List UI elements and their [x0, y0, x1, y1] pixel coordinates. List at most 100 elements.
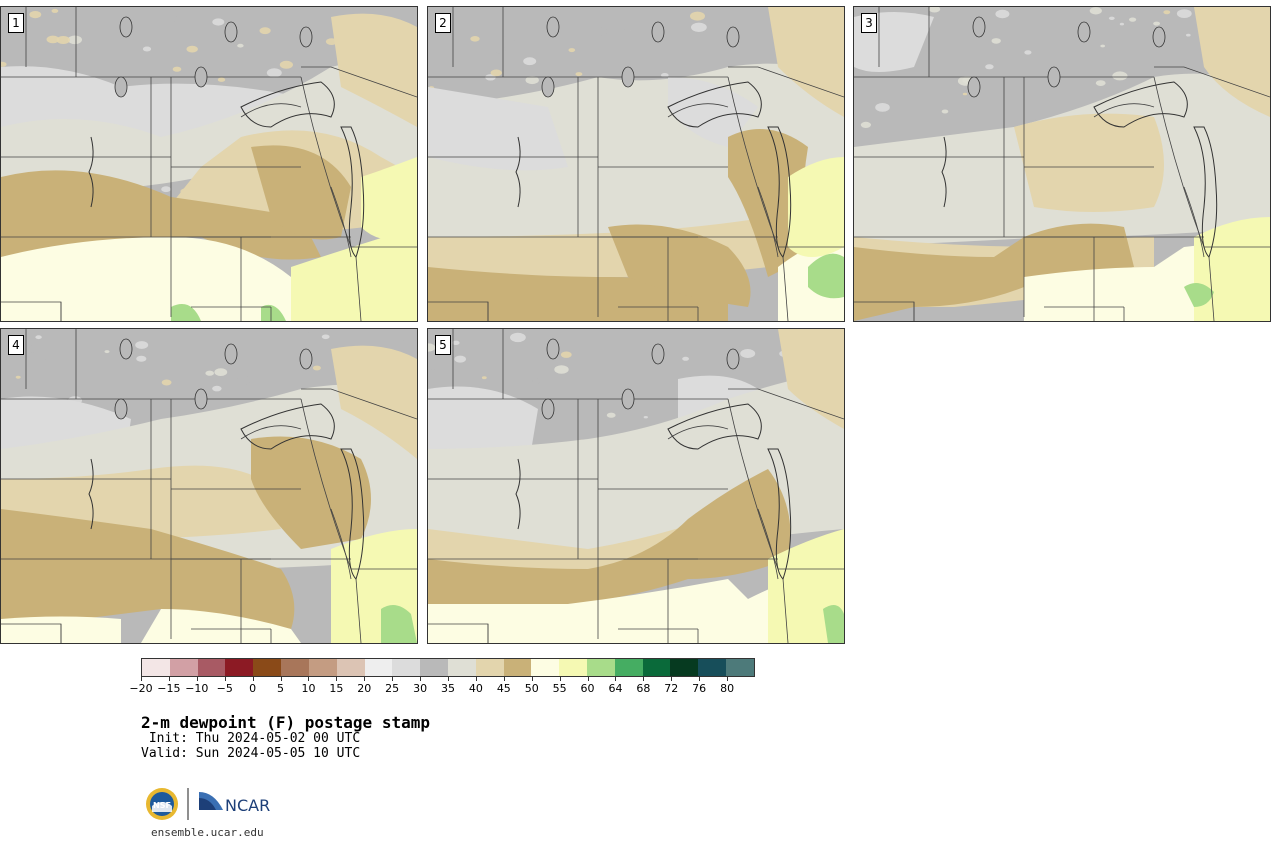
texture-blob	[740, 349, 756, 358]
dewpoint-map-4	[1, 329, 417, 643]
dewpoint-region-cream	[1, 237, 291, 321]
dewpoint-region-tan	[331, 345, 417, 459]
texture-blob	[1153, 21, 1160, 26]
lake	[194, 388, 208, 410]
state-boundary	[728, 66, 844, 98]
texture-blob	[205, 370, 214, 376]
figure-title: 2-m dewpoint (F) postage stamp	[141, 713, 430, 732]
dewpoint-region-tan	[331, 13, 417, 128]
colorbar-tick	[141, 677, 142, 681]
colorbar-tick-label: 20	[357, 682, 372, 695]
colorbar-swatch	[475, 659, 504, 676]
lake	[114, 76, 128, 98]
texture-blob	[661, 7, 677, 12]
panel-label: 5	[435, 335, 451, 355]
colorbar-swatch	[364, 659, 393, 676]
lake	[224, 343, 238, 365]
lake	[726, 348, 740, 370]
lake	[621, 388, 635, 410]
state-boundary	[301, 388, 417, 420]
panel-label: 3	[861, 13, 877, 33]
lake	[119, 338, 133, 360]
colorbar-tick-label: 80	[720, 682, 735, 695]
texture-blob	[171, 16, 182, 22]
dewpoint-region-green	[823, 605, 844, 643]
colorbar-tick	[531, 677, 533, 681]
colorbar-tick	[364, 677, 366, 681]
texture-blob	[104, 350, 110, 354]
texture-blob	[503, 34, 516, 42]
texture-blob	[641, 41, 649, 46]
dewpoint-region-lgray	[428, 87, 568, 171]
colorbar-swatch	[336, 659, 365, 676]
texture-blob	[1186, 33, 1191, 37]
texture-blob	[941, 109, 949, 114]
lake	[651, 343, 665, 365]
state-boundary	[1153, 76, 1205, 248]
colorbar-tick	[587, 677, 589, 681]
dewpoint-region-brown	[251, 436, 371, 549]
dewpoint-region-brown	[428, 469, 791, 609]
state-boundary	[1183, 186, 1205, 258]
state-boundary	[728, 388, 844, 420]
texture-blob	[454, 355, 466, 363]
texture-blob	[321, 334, 330, 340]
colorbar-tick	[308, 677, 310, 681]
texture-blob	[481, 376, 487, 380]
texture-blob	[35, 335, 42, 340]
colorbar-tick-label: 30	[413, 682, 428, 695]
texture-blob	[279, 60, 293, 69]
colorbar-swatch	[420, 659, 448, 676]
texture-blob	[1024, 50, 1032, 55]
colorbar-swatch	[253, 659, 282, 676]
state-boundary	[782, 578, 789, 643]
colorbar-swatch	[392, 659, 421, 676]
colorbar	[141, 658, 755, 677]
state-boundary	[300, 398, 352, 570]
colorbar-swatch	[169, 659, 198, 676]
lake-outline	[667, 403, 762, 450]
lake	[224, 21, 238, 43]
dewpoint-map-5	[428, 329, 844, 643]
lake	[541, 76, 555, 98]
colorbar-swatch	[308, 659, 337, 676]
texture-blob	[428, 343, 436, 352]
map-panel-2: 2	[427, 6, 845, 322]
colorbar-swatch	[642, 659, 671, 676]
nsf-logo: NSF	[146, 788, 178, 820]
colorbar-ticks: −20 −15 −10 −5 0 5 10 15 20 25 30 35 40 45 50 55 60 64 68 7…	[129, 677, 755, 696]
texture-blob	[554, 365, 569, 374]
river-line	[941, 136, 947, 208]
texture-blob	[29, 11, 42, 19]
colorbar-tick	[448, 677, 449, 681]
texture-blob	[161, 379, 172, 386]
texture-blob	[523, 57, 537, 66]
dewpoint-region-tan	[778, 329, 844, 429]
state-boundary	[782, 256, 789, 321]
panel-label: 4	[8, 335, 24, 355]
texture-blob	[1095, 80, 1106, 86]
site-url: ensemble.ucar.edu	[151, 826, 264, 839]
texture-blob	[305, 332, 315, 338]
texture-blob	[690, 11, 705, 21]
texture-blob	[490, 69, 502, 77]
panel-label: 1	[8, 13, 24, 33]
river-line	[515, 136, 521, 208]
colorbar-tick	[168, 677, 170, 681]
texture-blob	[661, 73, 669, 78]
texture-blob	[1108, 16, 1115, 20]
dewpoint-region-yellow	[1194, 217, 1270, 321]
colorbar-swatch	[447, 659, 476, 676]
state-boundary	[1208, 256, 1215, 321]
texture-blob	[1, 61, 7, 67]
texture-blob	[24, 345, 37, 353]
colorbar-swatch	[587, 659, 615, 676]
river-line	[88, 136, 94, 208]
dewpoint-region-tan	[768, 7, 844, 117]
dewpoint-region-green	[171, 304, 201, 321]
state-boundary	[757, 186, 779, 258]
texture-blob	[1119, 22, 1124, 26]
texture-blob	[875, 103, 890, 112]
texture-blob	[161, 186, 171, 193]
state-boundary	[355, 256, 362, 321]
